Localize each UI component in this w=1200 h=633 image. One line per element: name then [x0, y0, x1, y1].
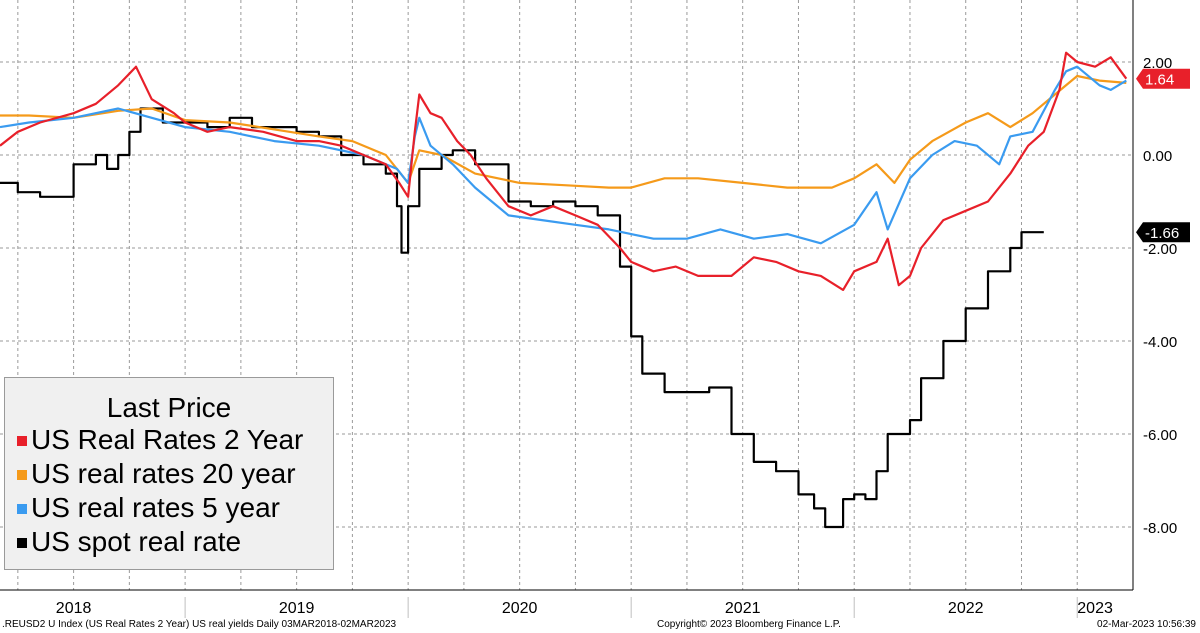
series-layer [0, 51, 1128, 529]
last-value-tag [1136, 68, 1190, 89]
x-tick-label: 2021 [725, 600, 761, 617]
legend-swatch-red [17, 436, 27, 446]
legend-label: US spot real rate [31, 526, 242, 557]
legend-label: US Real Rates 2 Year [31, 424, 304, 455]
y-tick-label: 2.00 [1143, 55, 1172, 72]
series-line-us-real-rates-5-year [0, 65, 1127, 245]
legend-label: US real rates 5 year [31, 492, 280, 523]
y-tick-label: -4.00 [1143, 334, 1177, 351]
y-tick-label: -6.00 [1143, 427, 1177, 444]
last-value-label: -1.66 [1145, 225, 1179, 242]
series-line-us-spot-real-rate [0, 107, 1044, 529]
y-tick-label: -8.00 [1143, 520, 1177, 537]
legend-item-us-spot-real-rate: US spot real rate [17, 526, 241, 558]
series-line-us-real-rates-20-year [0, 74, 1127, 189]
y-tick-label: -2.00 [1143, 241, 1177, 258]
x-tick-label: 2018 [56, 600, 92, 617]
legend-item-us-real-rates-20-year: US real rates 20 year [17, 458, 296, 490]
legend-label: US real rates 20 year [31, 458, 296, 489]
y-tick-label: 0.00 [1143, 148, 1172, 165]
footer-source: .REUSD2 U Index (US Real Rates 2 Year) U… [2, 619, 397, 630]
x-tick-label: 2020 [502, 600, 538, 617]
last-value-label: 1.64 [1145, 72, 1174, 89]
x-tick-label: 2022 [948, 600, 984, 617]
legend-swatch-black [17, 538, 27, 548]
legend-item-us-real-rates-2-year: US Real Rates 2 Year [17, 424, 303, 456]
legend-title: Last Price [106, 392, 232, 423]
legend-swatch-blue [17, 504, 27, 514]
footer-copyright: Copyright© 2023 Bloomberg Finance L.P. [657, 619, 841, 630]
x-tick-label: 2023 [1077, 600, 1113, 617]
legend-swatch-orange [17, 470, 27, 480]
x-axis: 2018 2019 2020 2021 2022 2023 [56, 597, 1113, 618]
x-tick-label: 2019 [279, 600, 315, 617]
y-axis: 2.00 0.00 -2.00 -4.00 -6.00 -8.00 [1143, 55, 1177, 537]
last-value-labels: 1.64 -1.66 [1136, 68, 1190, 243]
last-value-tag [1136, 222, 1190, 243]
legend: Last Price US Real Rates 2 Year US real … [4, 377, 334, 570]
footer-timestamp: 02-Mar-2023 10:56:39 [1097, 619, 1196, 630]
series-line-us-real-rates-2-year [0, 51, 1128, 291]
legend-item-us-real-rates-5-year: US real rates 5 year [17, 492, 280, 524]
